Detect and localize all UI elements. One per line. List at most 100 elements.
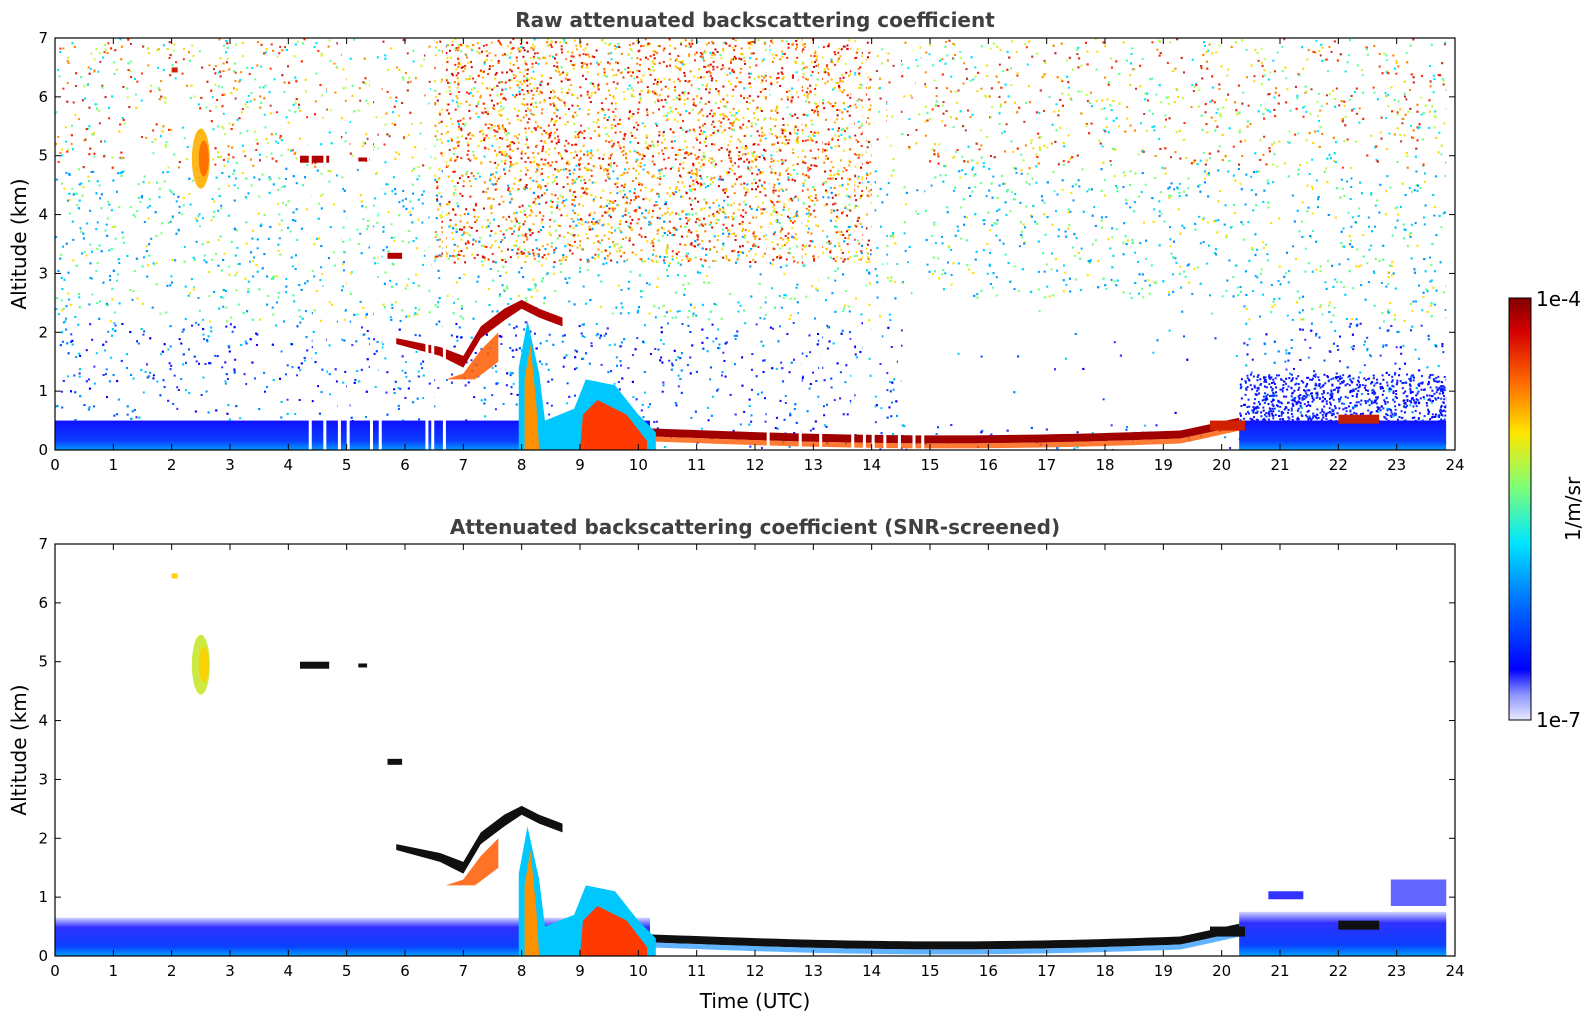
noise-pixel (652, 143, 655, 146)
noise-pixel (622, 76, 625, 79)
noise-pixel (509, 374, 512, 377)
noise-pixel (924, 120, 927, 123)
noise-pixel (1310, 88, 1313, 91)
noise-pixel (1434, 110, 1437, 113)
noise-pixel (152, 374, 155, 377)
noise-pixel (568, 300, 571, 303)
noise-pixel (678, 309, 681, 312)
noise-pixel (333, 62, 336, 65)
noise-pixel (826, 235, 829, 238)
noise-pixel (525, 216, 528, 219)
noise-pixel (95, 269, 98, 272)
noise-pixel (849, 73, 852, 76)
noise-pixel (1160, 212, 1163, 215)
noise-pixel (270, 43, 273, 46)
noise-pixel (287, 148, 290, 151)
noise-pixel (780, 361, 783, 364)
noise-pixel (395, 66, 398, 69)
noise-pixel (653, 101, 656, 104)
noise-pixel (222, 62, 225, 65)
noise-pixel (220, 207, 223, 210)
noise-pixel (1286, 88, 1289, 91)
noise-pixel (1065, 59, 1068, 62)
noise-pixel (197, 323, 200, 326)
noise-pixel (422, 396, 425, 399)
noise-pixel (778, 294, 781, 297)
noise-pixel (763, 41, 766, 44)
noise-pixel (373, 257, 376, 260)
noise-pixel (493, 86, 496, 89)
noise-pixel (560, 72, 563, 75)
noise-pixel (732, 429, 735, 432)
noise-pixel (494, 130, 497, 133)
noise-pixel (616, 192, 619, 195)
noise-pixel (103, 51, 106, 54)
noise-pixel (1347, 376, 1350, 379)
noise-pixel (1311, 212, 1314, 215)
noise-pixel (690, 176, 693, 179)
noise-pixel (1385, 285, 1388, 288)
noise-pixel (575, 350, 578, 353)
noise-pixel (604, 126, 607, 129)
noise-pixel (1009, 210, 1012, 213)
noise-pixel (1043, 270, 1046, 273)
noise-pixel (65, 171, 68, 174)
noise-pixel (215, 105, 218, 108)
noise-pixel (723, 105, 726, 108)
noise-pixel (1151, 41, 1154, 44)
noise-pixel (640, 295, 643, 298)
noise-pixel (175, 200, 178, 203)
noise-pixel (1429, 65, 1432, 68)
noise-pixel (741, 235, 744, 238)
noise-pixel (1347, 258, 1350, 261)
noise-pixel (666, 255, 669, 258)
noise-pixel (64, 320, 67, 323)
noise-pixel (402, 189, 405, 192)
noise-pixel (715, 303, 718, 306)
noise-pixel (1387, 271, 1390, 274)
noise-pixel (503, 236, 506, 239)
noise-pixel (469, 117, 472, 120)
noise-pixel (1350, 177, 1353, 180)
noise-pixel (1109, 247, 1112, 250)
noise-pixel (109, 356, 112, 359)
noise-pixel (1025, 46, 1028, 49)
noise-pixel (1153, 281, 1156, 284)
noise-pixel (1390, 274, 1393, 277)
noise-pixel (254, 78, 257, 81)
noise-pixel (1129, 124, 1132, 127)
noise-pixel (834, 225, 837, 228)
noise-pixel (275, 111, 278, 114)
noise-pixel (1117, 125, 1120, 128)
noise-pixel (722, 41, 725, 44)
noise-pixel (1408, 187, 1411, 190)
noise-pixel (89, 67, 92, 70)
noise-pixel (1283, 162, 1286, 165)
noise-pixel (532, 70, 535, 73)
noise-pixel (1326, 102, 1329, 105)
noise-pixel (1442, 83, 1445, 86)
noise-pixel (93, 155, 96, 158)
noise-pixel (101, 86, 104, 89)
noise-pixel (68, 212, 71, 215)
noise-pixel (1026, 63, 1029, 66)
noise-pixel (126, 413, 129, 416)
noise-pixel (1005, 213, 1008, 216)
noise-pixel (415, 237, 418, 240)
noise-pixel (1158, 200, 1161, 203)
noise-pixel (684, 288, 687, 291)
noise-pixel (263, 390, 266, 393)
noise-pixel (1014, 193, 1017, 196)
noise-pixel (843, 45, 846, 48)
noise-pixel (483, 62, 486, 65)
noise-pixel (319, 194, 322, 197)
noise-pixel (57, 68, 60, 71)
noise-pixel (692, 98, 695, 101)
noise-pixel (1277, 280, 1280, 283)
noise-pixel (201, 318, 204, 321)
noise-pixel (392, 176, 395, 179)
noise-pixel (805, 295, 808, 298)
noise-pixel (341, 176, 344, 179)
noise-pixel (826, 324, 829, 327)
noise-pixel (665, 114, 668, 117)
